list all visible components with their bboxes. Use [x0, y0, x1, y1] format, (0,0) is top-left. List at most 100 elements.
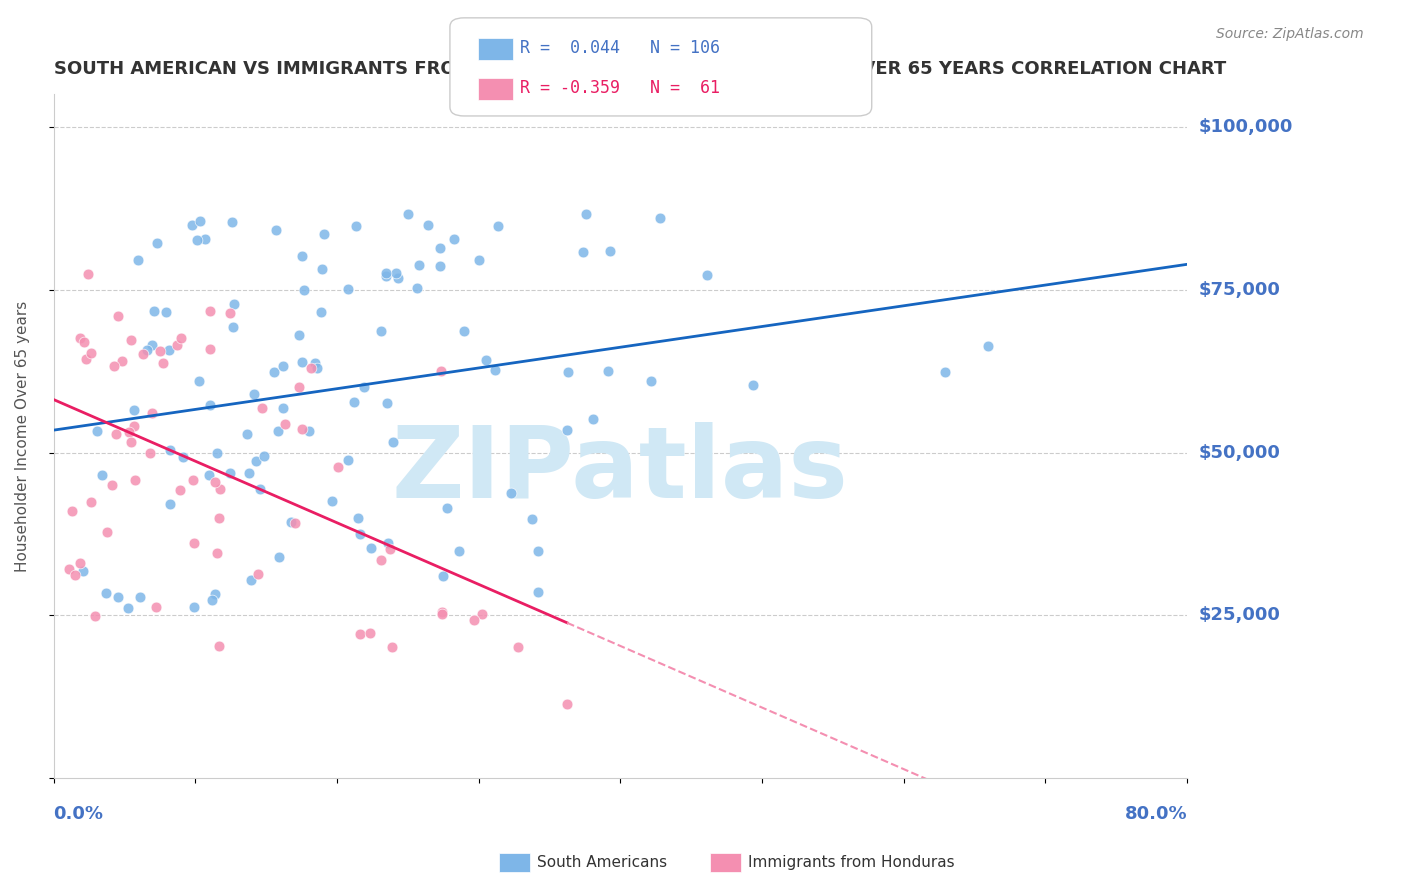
- Point: [124, 473, 146, 487]
- Point: [343, 395, 366, 409]
- Point: [360, 541, 382, 555]
- Point: [370, 553, 392, 567]
- Point: [328, 459, 350, 474]
- Point: [208, 482, 231, 496]
- Point: [430, 363, 453, 377]
- Point: [136, 343, 159, 358]
- Point: [467, 253, 489, 268]
- Point: [274, 417, 297, 432]
- Point: [149, 343, 172, 358]
- Point: [359, 626, 381, 640]
- Point: [96, 525, 118, 540]
- Point: [280, 515, 302, 529]
- Point: [288, 328, 311, 343]
- Point: [347, 510, 370, 524]
- Point: [143, 303, 166, 318]
- Point: [200, 398, 222, 412]
- Point: [416, 218, 439, 232]
- Point: [696, 268, 718, 282]
- Point: [378, 541, 401, 556]
- Point: [240, 573, 263, 587]
- Point: [299, 361, 322, 376]
- Point: [197, 468, 219, 483]
- Point: [169, 483, 191, 497]
- Point: [463, 613, 485, 627]
- Point: [432, 569, 454, 583]
- Point: [582, 411, 605, 425]
- Point: [271, 359, 294, 374]
- Point: [555, 697, 578, 711]
- Point: [103, 359, 125, 374]
- Text: ZIPatlas: ZIPatlas: [392, 422, 849, 519]
- Point: [238, 466, 260, 480]
- Point: [111, 354, 134, 368]
- Point: [120, 434, 142, 449]
- Point: [304, 356, 326, 370]
- Point: [235, 427, 257, 442]
- Text: Source: ZipAtlas.com: Source: ZipAtlas.com: [1216, 27, 1364, 41]
- Point: [284, 516, 307, 530]
- Point: [501, 485, 523, 500]
- Text: $25,000: $25,000: [1198, 607, 1279, 624]
- Point: [305, 361, 328, 376]
- Point: [139, 446, 162, 460]
- Point: [181, 219, 204, 233]
- Point: [207, 446, 229, 460]
- Point: [344, 219, 367, 233]
- Point: [596, 364, 619, 378]
- Point: [370, 324, 392, 338]
- Text: R = -0.359   N =  61: R = -0.359 N = 61: [520, 79, 720, 97]
- Point: [105, 427, 128, 442]
- Point: [117, 425, 139, 440]
- Point: [312, 227, 335, 242]
- Point: [80, 495, 103, 509]
- Point: [122, 419, 145, 434]
- Point: [436, 500, 458, 515]
- Point: [349, 526, 371, 541]
- Point: [298, 424, 321, 438]
- Point: [132, 347, 155, 361]
- Point: [374, 266, 396, 280]
- Point: [934, 365, 956, 379]
- Point: [183, 536, 205, 550]
- Point: [201, 593, 224, 607]
- Point: [218, 466, 240, 480]
- Point: [73, 334, 96, 349]
- Point: [263, 365, 285, 379]
- Point: [443, 232, 465, 246]
- Point: [141, 338, 163, 352]
- Point: [65, 568, 87, 582]
- Point: [575, 207, 598, 221]
- Point: [508, 640, 530, 655]
- Point: [145, 599, 167, 614]
- Point: [486, 219, 509, 233]
- Text: $75,000: $75,000: [1198, 281, 1279, 299]
- Point: [204, 475, 226, 489]
- Point: [557, 423, 579, 437]
- Point: [526, 584, 548, 599]
- Point: [159, 443, 181, 458]
- Point: [72, 564, 94, 578]
- Point: [429, 259, 451, 273]
- Point: [471, 607, 494, 622]
- Point: [181, 473, 204, 487]
- Text: Immigrants from Honduras: Immigrants from Honduras: [748, 855, 955, 870]
- Point: [475, 353, 498, 368]
- Text: 80.0%: 80.0%: [1125, 805, 1187, 823]
- Point: [183, 600, 205, 615]
- Point: [571, 244, 593, 259]
- Point: [449, 544, 471, 558]
- Point: [557, 365, 579, 379]
- Point: [273, 401, 295, 416]
- Point: [977, 339, 1000, 353]
- Point: [152, 356, 174, 370]
- Point: [640, 375, 662, 389]
- Point: [264, 223, 287, 237]
- Point: [194, 232, 217, 246]
- Point: [127, 252, 149, 267]
- Point: [80, 346, 103, 360]
- Point: [311, 262, 333, 277]
- Point: [527, 544, 550, 558]
- Text: South Americans: South Americans: [537, 855, 668, 870]
- Point: [208, 640, 231, 654]
